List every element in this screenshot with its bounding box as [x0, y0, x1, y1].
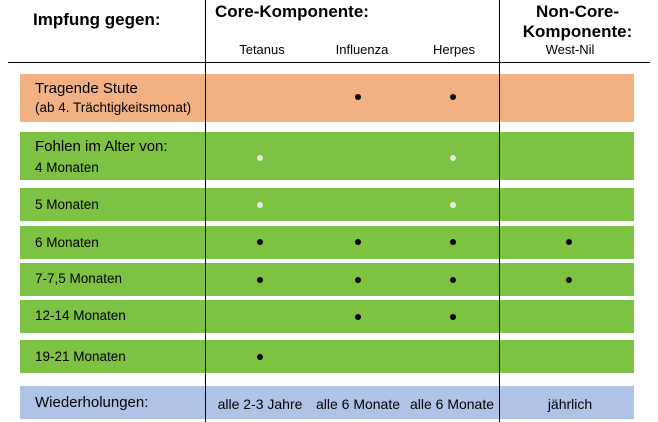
vaccination-mark-herpes: [450, 314, 456, 320]
row-label: Tragende Stute: [35, 80, 138, 97]
row-label: 5 Monaten: [35, 197, 99, 212]
vaccination-mark-influenza: [355, 94, 361, 100]
row-label: 19-21 Monaten: [35, 349, 126, 364]
vaccination-mark-tetanus: [257, 202, 263, 208]
noncore-component-header: Non-Core- Komponente:: [505, 2, 650, 42]
table-row-repetitions: Wiederholungen:: [20, 386, 634, 419]
noncore-title-line1: Non-Core-: [535, 2, 620, 21]
column-divider-right: [499, 0, 500, 422]
vaccination-mark-influenza: [355, 277, 361, 283]
vaccination-mark-tetanus: [257, 354, 263, 360]
vaccination-mark-herpes: [450, 94, 456, 100]
vaccination-mark-west-nil: [566, 239, 572, 245]
vaccination-mark-tetanus: [257, 277, 263, 283]
table-header-title: Impfung gegen:: [33, 10, 161, 29]
vaccination-mark-tetanus: [257, 239, 263, 245]
row-label: 6 Monaten: [35, 235, 99, 250]
column-divider-left: [205, 0, 206, 422]
vaccination-mark-influenza: [355, 314, 361, 320]
repetition-herpes: alle 6 Monate: [409, 396, 495, 412]
repetition-west-nil: jährlich: [547, 396, 593, 412]
table-row-5-months: 5 Monaten: [20, 188, 634, 221]
table-row-mare: Tragende Stute (ab 4. Trächtigkeitsmonat…: [20, 74, 634, 122]
repetition-influenza: alle 6 Monate: [315, 396, 401, 412]
table-row-foal-4-months: Fohlen im Alter von: 4 Monaten: [20, 132, 634, 180]
vaccination-mark-west-nil: [566, 277, 572, 283]
table-row-7-7-5-months: 7-7,5 Monaten: [20, 263, 634, 296]
row-label: 7-7,5 Monaten: [35, 271, 123, 286]
vaccination-mark-herpes: [450, 155, 456, 161]
row-sublabel: 4 Monaten: [35, 160, 99, 175]
row-label: Fohlen im Alter von:: [35, 138, 168, 155]
vaccination-mark-tetanus: [257, 155, 263, 161]
vaccination-mark-influenza: [355, 239, 361, 245]
repetition-tetanus: alle 2-3 Jahre: [217, 396, 303, 412]
row-sublabel: (ab 4. Trächtigkeitsmonat): [35, 100, 192, 115]
column-header-tetanus: Tetanus: [239, 42, 285, 57]
core-component-header: Core-Komponente:: [215, 2, 369, 21]
table-row-12-14-months: 12-14 Monaten: [20, 300, 634, 333]
vaccination-mark-herpes: [450, 239, 456, 245]
header-divider: [8, 62, 650, 63]
noncore-title-line2: Komponente:: [522, 22, 633, 41]
table-row-19-21-months: 19-21 Monaten: [20, 340, 634, 373]
column-header-influenza: Influenza: [335, 42, 389, 57]
row-label: Wiederholungen:: [35, 394, 149, 411]
vaccination-mark-herpes: [450, 277, 456, 283]
table-row-6-months: 6 Monaten: [20, 226, 634, 259]
column-header-herpes: Herpes: [433, 42, 475, 57]
column-header-west-nil: West-Nil: [545, 42, 595, 57]
vaccination-mark-herpes: [450, 202, 456, 208]
row-label: 12-14 Monaten: [35, 308, 126, 323]
